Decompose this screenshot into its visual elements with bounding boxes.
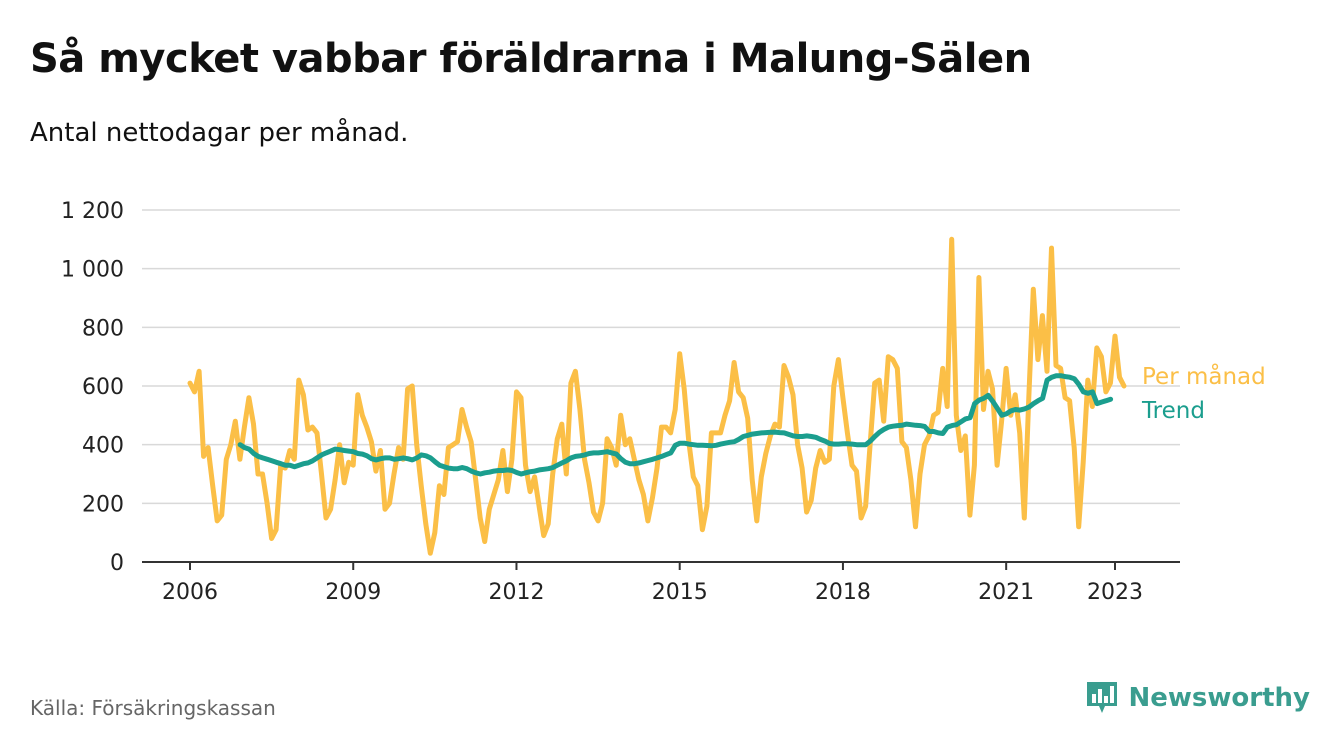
chart-subtitle: Antal nettodagar per månad. xyxy=(30,118,409,148)
chart-title: Så mycket vabbar föräldrarna i Malung-Sä… xyxy=(30,36,1032,82)
x-tick-label: 2009 xyxy=(325,580,381,605)
brand-logo[interactable]: Newsworthy xyxy=(1085,680,1310,716)
x-tick-label: 2023 xyxy=(1087,580,1143,605)
monthly-series-line xyxy=(187,236,1127,556)
x-tick-label: 2021 xyxy=(978,580,1034,605)
y-tick-label: 600 xyxy=(82,375,124,400)
monthly-series-label: Per månad xyxy=(1142,362,1266,390)
series-lines xyxy=(187,236,1127,556)
y-axis-ticks: 0 200 400 600 800 1 000 1 200 xyxy=(61,199,124,576)
line-chart: 0 200 400 600 800 1 000 1 200 2006 2009 2012 2015… xyxy=(61,199,1266,605)
trend-series-line xyxy=(237,373,1114,477)
source-note: Källa: Försäkringskassan xyxy=(30,696,276,720)
series-labels: Per månad Trend xyxy=(1141,362,1266,424)
brand-name: Newsworthy xyxy=(1128,683,1310,713)
y-tick-label: 1 200 xyxy=(61,199,124,224)
x-axis-ticks: 2006 2009 2012 2015 2018 2021 2023 xyxy=(162,562,1143,605)
x-tick-label: 2006 xyxy=(162,580,218,605)
bar-chart-logo-icon xyxy=(1086,682,1117,713)
y-tick-label: 800 xyxy=(82,316,124,341)
y-tick-label: 400 xyxy=(82,434,124,459)
x-tick-label: 2018 xyxy=(815,580,871,605)
x-tick-label: 2015 xyxy=(652,580,708,605)
x-tick-label: 2012 xyxy=(488,580,544,605)
y-tick-label: 0 xyxy=(110,551,124,576)
trend-series-label: Trend xyxy=(1141,398,1205,424)
y-tick-label: 1 000 xyxy=(61,258,124,283)
y-tick-label: 200 xyxy=(82,492,124,517)
